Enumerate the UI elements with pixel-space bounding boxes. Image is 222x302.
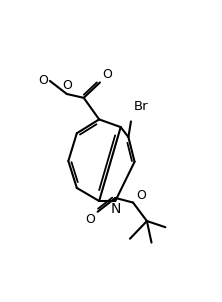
Text: Br: Br: [134, 100, 149, 113]
Text: O: O: [102, 68, 112, 81]
Text: N: N: [110, 202, 121, 216]
Text: O: O: [136, 189, 146, 202]
Text: O: O: [38, 74, 48, 87]
Text: O: O: [85, 213, 95, 226]
Text: O: O: [62, 79, 72, 92]
